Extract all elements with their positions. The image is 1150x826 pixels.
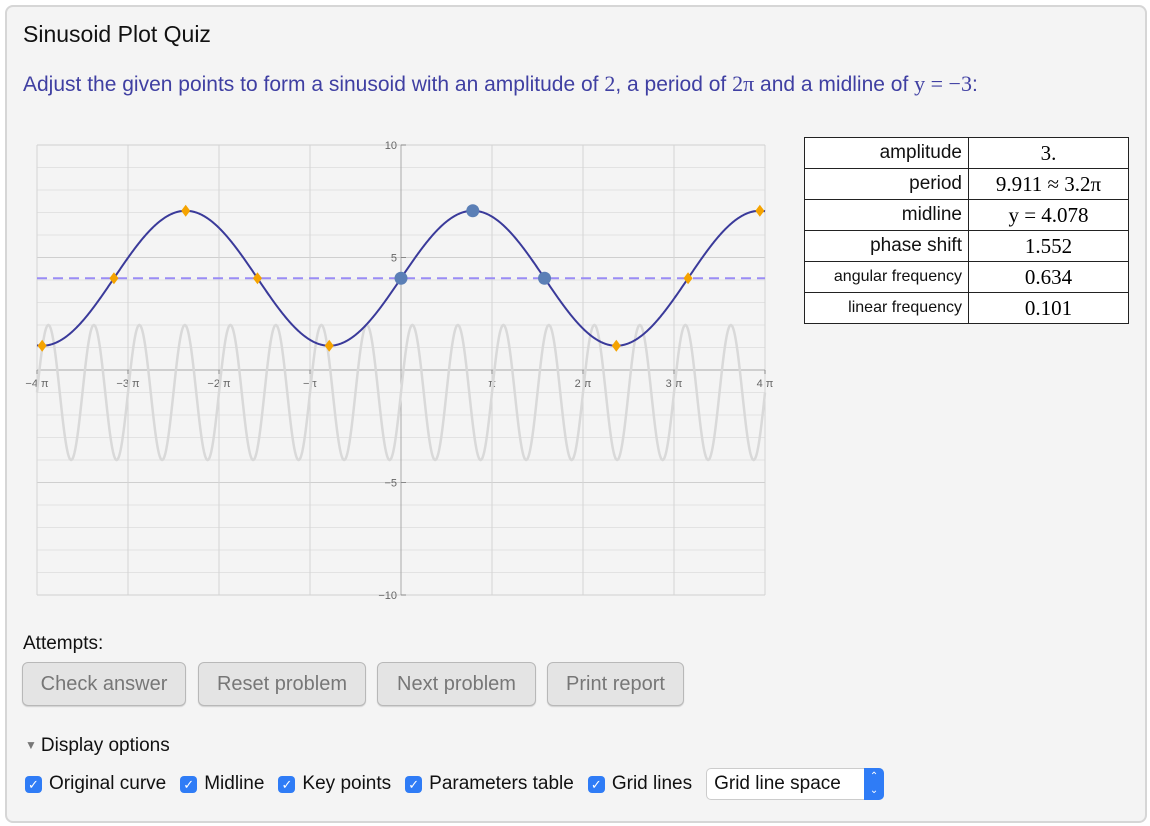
triangle-down-icon: ▼ bbox=[25, 738, 37, 752]
y-tick-label: −10 bbox=[378, 590, 397, 602]
y-tick-label: 10 bbox=[385, 140, 397, 152]
checkbox-label: Midline bbox=[204, 773, 265, 794]
key-point bbox=[683, 272, 693, 285]
table-row: amplitude 3. bbox=[804, 137, 1129, 169]
display-options-label: Display options bbox=[40, 735, 170, 756]
draggable-point[interactable] bbox=[394, 271, 408, 285]
param-label: amplitude bbox=[804, 137, 969, 169]
param-label: angular frequency bbox=[804, 261, 969, 293]
midline-checkbox[interactable]: ✓ Midline bbox=[180, 773, 264, 795]
instruction: Adjust the given points to form a sinuso… bbox=[23, 71, 978, 97]
key-point bbox=[37, 339, 47, 352]
checkbox-label: Key points bbox=[302, 773, 392, 794]
param-value: 0.101 bbox=[968, 292, 1129, 324]
display-options: ✓ Original curve ✓ Midline ✓ Key points ✓ Pa… bbox=[25, 768, 885, 800]
checkmark-icon: ✓ bbox=[278, 775, 296, 793]
param-value: 9.911 ≈ 3.2π bbox=[968, 168, 1129, 200]
table-row: linear frequency 0.101 bbox=[804, 292, 1129, 324]
checkbox-label: Original curve bbox=[49, 773, 167, 794]
instruction-text: and a midline of bbox=[754, 73, 915, 96]
checkbox-label: Parameters table bbox=[429, 773, 574, 794]
checkmark-icon: ✓ bbox=[405, 775, 423, 793]
page-title: Sinusoid Plot Quiz bbox=[23, 21, 211, 47]
quiz-panel: Sinusoid Plot Quiz Adjust the given poin… bbox=[5, 5, 1147, 823]
original-curve-checkbox[interactable]: ✓ Original curve bbox=[25, 773, 166, 795]
key-point bbox=[611, 339, 621, 352]
target-midline: y = −3 bbox=[914, 71, 972, 96]
key-point bbox=[324, 339, 334, 352]
draggable-point[interactable] bbox=[538, 271, 552, 285]
param-label: phase shift bbox=[804, 230, 969, 262]
param-value: 1.552 bbox=[968, 230, 1129, 262]
print-report-button[interactable]: Print report bbox=[547, 662, 684, 706]
instruction-text: Adjust the given points to form a sinuso… bbox=[23, 73, 605, 96]
display-options-toggle[interactable]: ▼ Display options bbox=[25, 735, 170, 757]
draggable-point[interactable] bbox=[466, 204, 480, 218]
checkmark-icon: ✓ bbox=[587, 775, 605, 793]
key-point bbox=[109, 272, 119, 285]
next-problem-button[interactable]: Next problem bbox=[377, 662, 536, 706]
parameters-table-checkbox[interactable]: ✓ Parameters table bbox=[405, 773, 574, 795]
key-point bbox=[181, 204, 191, 217]
param-value: 3. bbox=[968, 137, 1129, 169]
reset-problem-button[interactable]: Reset problem bbox=[198, 662, 366, 706]
key-point bbox=[252, 272, 262, 285]
parameters-table: amplitude 3. period 9.911 ≈ 3.2π midline y … bbox=[804, 137, 1129, 324]
x-tick-label: 4 π bbox=[757, 378, 774, 390]
param-value: 0.634 bbox=[968, 261, 1129, 293]
instruction-text: , a period of bbox=[615, 73, 733, 96]
target-amplitude: 2 bbox=[604, 71, 616, 96]
param-label: period bbox=[804, 168, 969, 200]
table-row: midline y = 4.078 bbox=[804, 199, 1129, 231]
target-period: 2π bbox=[732, 71, 755, 96]
param-label: midline bbox=[804, 199, 969, 231]
instruction-text: : bbox=[971, 73, 978, 96]
key-points-checkbox[interactable]: ✓ Key points bbox=[278, 773, 391, 795]
param-label: linear frequency bbox=[804, 292, 969, 324]
check-answer-button[interactable]: Check answer bbox=[22, 662, 186, 706]
grid-line-space-select[interactable]: Grid line space ⌃ ⌄ bbox=[706, 768, 885, 800]
grid-lines-checkbox[interactable]: ✓ Grid lines bbox=[587, 773, 693, 795]
key-point bbox=[755, 204, 765, 217]
checkmark-icon: ✓ bbox=[180, 775, 198, 793]
checkmark-icon: ✓ bbox=[25, 775, 42, 793]
updown-chevron-icon: ⌃ ⌄ bbox=[864, 768, 885, 800]
checkbox-label: Grid lines bbox=[611, 773, 693, 794]
table-row: phase shift 1.552 bbox=[804, 230, 1129, 262]
param-value: y = 4.078 bbox=[968, 199, 1129, 231]
table-row: period 9.911 ≈ 3.2π bbox=[804, 168, 1129, 200]
y-tick-label: −5 bbox=[384, 478, 397, 490]
select-value: Grid line space bbox=[714, 773, 841, 794]
attempts-label: Attempts: bbox=[23, 633, 104, 654]
table-row: angular frequency 0.634 bbox=[804, 261, 1129, 293]
y-tick-label: 5 bbox=[391, 253, 397, 265]
